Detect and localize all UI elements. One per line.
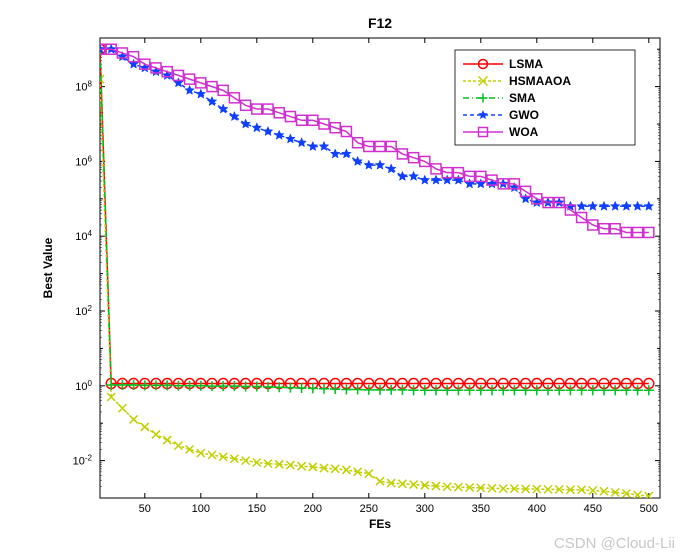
watermark-text: CSDN @Cloud-Lii bbox=[554, 535, 675, 552]
svg-text:GWO: GWO bbox=[509, 108, 539, 122]
svg-text:250: 250 bbox=[360, 503, 378, 515]
svg-text:100: 100 bbox=[192, 503, 210, 515]
svg-text:FEs: FEs bbox=[369, 517, 391, 530]
svg-text:WOA: WOA bbox=[509, 125, 539, 139]
svg-text:HSMAAOA: HSMAAOA bbox=[509, 74, 571, 88]
svg-text:400: 400 bbox=[528, 503, 546, 515]
svg-text:SMA: SMA bbox=[509, 91, 536, 105]
svg-text:108: 108 bbox=[75, 79, 92, 94]
svg-text:50: 50 bbox=[139, 503, 151, 515]
svg-text:200: 200 bbox=[304, 503, 322, 515]
svg-text:450: 450 bbox=[584, 503, 602, 515]
svg-text:500: 500 bbox=[640, 503, 658, 515]
chart-container: 50 100 150 200 250 300 350 400 450 500 10-2 100 102 1… bbox=[20, 10, 680, 530]
svg-text:300: 300 bbox=[416, 503, 434, 515]
svg-text:102: 102 bbox=[75, 304, 92, 319]
svg-text:F12: F12 bbox=[368, 15, 392, 31]
svg-text:Best Value: Best Value bbox=[41, 237, 55, 298]
svg-text:150: 150 bbox=[248, 503, 266, 515]
svg-text:350: 350 bbox=[472, 503, 490, 515]
svg-text:104: 104 bbox=[75, 229, 92, 244]
svg-text:106: 106 bbox=[75, 154, 92, 169]
svg-text:100: 100 bbox=[75, 378, 92, 393]
svg-text:10-2: 10-2 bbox=[73, 453, 93, 468]
svg-text:LSMA: LSMA bbox=[509, 57, 543, 71]
